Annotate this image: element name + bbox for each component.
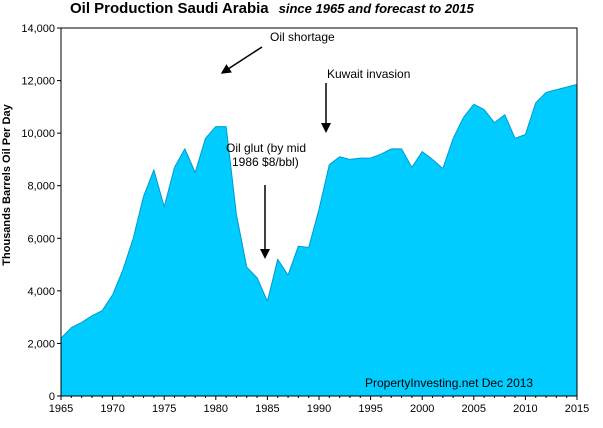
x-tick-label: 1965	[49, 403, 73, 415]
data-point-2012	[545, 91, 547, 93]
data-point-1991	[328, 164, 330, 166]
data-point-1973	[143, 195, 145, 197]
data-point-1977	[184, 148, 186, 150]
data-point-1999	[411, 166, 413, 168]
x-tick-label: 1970	[100, 403, 124, 415]
x-tick-label: 1980	[204, 403, 228, 415]
chart-subtitle: since 1965 and forecast to 2015	[279, 1, 475, 16]
data-point-1969	[101, 310, 103, 312]
annotation-oil-glut-line1: Oil glut (by mid	[226, 141, 306, 155]
x-tick-label: 2010	[513, 403, 537, 415]
data-point-1967	[81, 321, 83, 323]
y-tick-label: 6,000	[27, 233, 55, 245]
data-point-2003	[452, 137, 454, 139]
data-point-1989	[308, 246, 310, 248]
data-point-1979	[204, 137, 206, 139]
data-point-1975	[163, 206, 165, 208]
data-point-1985	[266, 300, 268, 302]
data-point-1983	[246, 266, 248, 268]
data-point-1990	[318, 208, 320, 210]
data-point-1984	[256, 277, 258, 279]
x-tick-label: 2015	[565, 403, 589, 415]
data-point-1986	[277, 258, 279, 260]
data-point-1993	[349, 158, 351, 160]
data-point-1978	[194, 172, 196, 174]
x-tick-label: 2005	[462, 403, 486, 415]
data-point-1981	[225, 126, 227, 128]
data-point-2000	[421, 151, 423, 153]
data-point-1997	[390, 148, 392, 150]
data-point-1980	[215, 126, 217, 128]
data-point-1976	[174, 166, 176, 168]
data-point-2002	[442, 168, 444, 170]
x-tick-label: 1995	[358, 403, 382, 415]
data-point-2011	[535, 102, 537, 104]
y-tick-label: 10,000	[21, 128, 55, 140]
y-tick-label: 0	[49, 391, 55, 403]
x-tick-label: 1975	[152, 403, 176, 415]
data-point-1988	[297, 245, 299, 247]
chart-title: Oil Production Saudi Arabia	[70, 0, 269, 17]
data-point-2004	[462, 116, 464, 118]
y-tick-label: 8,000	[27, 181, 55, 193]
data-point-2005	[473, 103, 475, 105]
annotation-kuwait-invasion: Kuwait invasion	[327, 67, 410, 81]
plot-area: 0 2,000 4,000 6,000 8,000 10,000 12,000 14,000 1…	[21, 23, 589, 415]
y-tick-label: 12,000	[21, 76, 55, 88]
annotation-oil-shortage: Oil shortage	[270, 30, 335, 44]
y-axis-label: Thousands Barrels Oil Per Day	[1, 103, 13, 265]
y-tick-label: 14,000	[21, 23, 55, 35]
data-point-2009	[514, 137, 516, 139]
area-series	[61, 84, 577, 396]
data-point-1982	[235, 214, 237, 216]
y-tick-label: 2,000	[27, 338, 55, 350]
data-point-1994	[359, 157, 361, 159]
data-point-1972	[132, 237, 134, 239]
data-point-2014	[566, 86, 568, 88]
y-tick-label: 4,000	[27, 286, 55, 298]
data-point-2006	[483, 108, 485, 110]
data-point-1966	[70, 327, 72, 329]
data-point-2013	[555, 89, 557, 91]
data-point-1995	[370, 157, 372, 159]
data-point-1992	[339, 156, 341, 158]
chart-credit: PropertyInvesting.net Dec 2013	[365, 376, 533, 390]
annotation-oil-shortage-arrow	[220, 46, 263, 74]
data-point-2001	[432, 158, 434, 160]
x-tick-label: 1985	[255, 403, 279, 415]
data-point-1987	[287, 274, 289, 276]
data-point-1968	[91, 315, 93, 317]
data-point-1974	[153, 169, 155, 171]
data-point-1970	[112, 294, 114, 296]
data-point-2008	[504, 114, 506, 116]
annotation-oil-glut-line2: 1986 $8/bbl)	[232, 155, 299, 169]
data-point-1971	[122, 269, 124, 271]
x-tick-label: 1990	[307, 403, 331, 415]
data-point-1998	[401, 148, 403, 150]
x-tick-label: 2000	[410, 403, 434, 415]
data-point-1996	[380, 153, 382, 155]
chart-title-group: Oil Production Saudi Arabia since 1965 a…	[70, 0, 475, 17]
data-point-2010	[524, 133, 526, 135]
data-point-2007	[493, 122, 495, 124]
